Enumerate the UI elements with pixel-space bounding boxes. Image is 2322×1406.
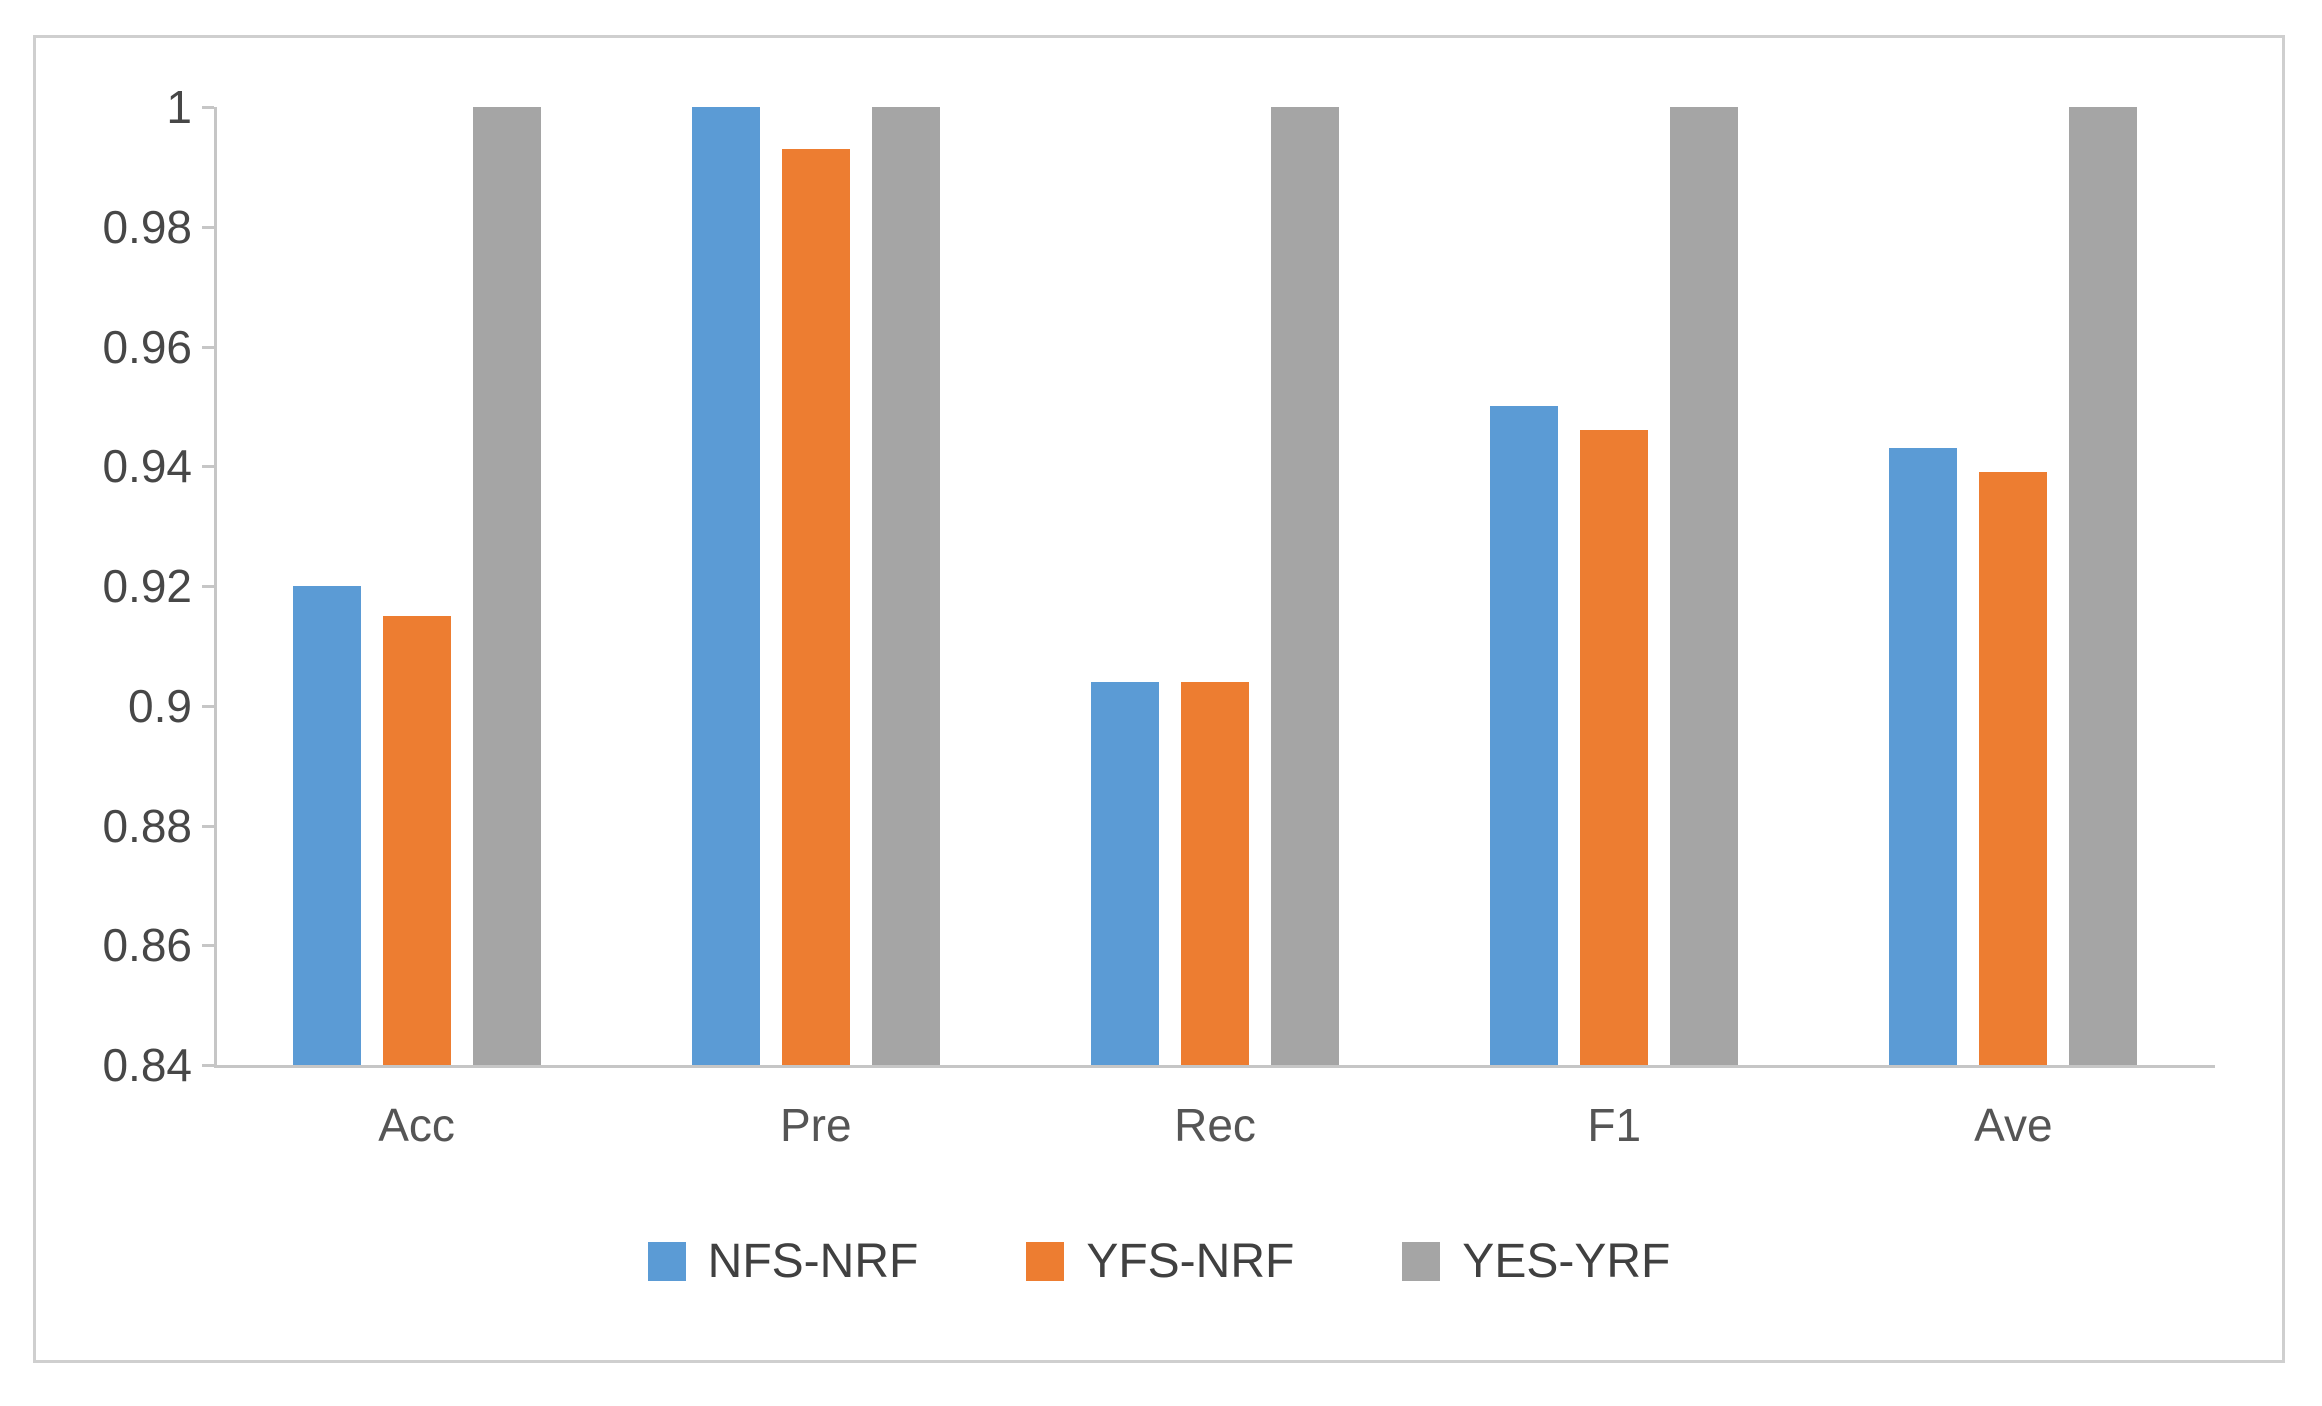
legend-item: NFS-NRF xyxy=(647,1234,919,1289)
y-axis-tick xyxy=(202,465,214,469)
y-axis-tick-label: 0.88 xyxy=(102,799,192,852)
y-axis-tick-label: 0.96 xyxy=(102,320,192,373)
legend-swatch xyxy=(1402,1242,1441,1281)
plot-area: 1 0.98 0.96 0.94 0.92 0.9 0.88 0.86 0.84 xyxy=(102,84,2215,1088)
y-axis-tick-label: 0.9 xyxy=(128,679,192,732)
legend-label: YES-YRF xyxy=(1462,1235,1671,1288)
legend-label: YFS-NRF xyxy=(1086,1235,1295,1288)
legend-label: NFS-NRF xyxy=(707,1235,919,1288)
chart-frame: 1 0.98 0.96 0.94 0.92 0.9 0.88 0.86 0.84 Acc Pre R… xyxy=(33,35,2285,1363)
y-axis-tick-label: 0.94 xyxy=(102,440,192,493)
bar-nfs-nrf-pre xyxy=(691,107,760,1065)
bar-yes-yrf-rec xyxy=(1271,107,1339,1065)
bar-yfs-nrf-pre xyxy=(781,148,850,1065)
x-axis-category-label: Acc xyxy=(378,1099,455,1151)
legend-swatch xyxy=(647,1242,686,1281)
x-axis-category-label: F1 xyxy=(1587,1099,1642,1151)
x-axis-line xyxy=(214,1065,2215,1068)
bar-yfs-nrf-rec xyxy=(1181,681,1249,1065)
x-axis-category-label: Ave xyxy=(1974,1099,2053,1151)
x-axis-category-label: Pre xyxy=(780,1099,852,1151)
y-axis-tick-label: 0.86 xyxy=(102,919,192,972)
bar-yfs-nrf-ave xyxy=(1979,472,2048,1065)
bar-yfs-nrf-acc xyxy=(382,615,451,1065)
bar-nfs-nrf-rec xyxy=(1091,681,1159,1065)
bar-nfs-nrf-ave xyxy=(1889,448,1958,1065)
y-axis-tick-label: 0.84 xyxy=(102,1039,192,1091)
y-axis-tick xyxy=(202,1064,214,1067)
y-axis-tick xyxy=(202,944,214,948)
legend-swatch xyxy=(1026,1242,1065,1281)
y-axis-tick xyxy=(202,106,214,109)
y-axis-tick-label: 0.92 xyxy=(102,560,192,612)
legend: NFS-NRF YFS-NRF YES-YRF xyxy=(36,1234,2282,1289)
bar-nfs-nrf-f1 xyxy=(1490,406,1559,1065)
bar-nfs-nrf-acc xyxy=(292,586,361,1065)
bar-yfs-nrf-f1 xyxy=(1580,430,1649,1065)
legend-item: YES-YRF xyxy=(1402,1234,1670,1289)
y-axis-tick xyxy=(202,585,214,588)
y-axis-tick xyxy=(202,704,214,708)
bar-yes-yrf-ave xyxy=(2069,107,2138,1065)
legend-item: YFS-NRF xyxy=(1026,1234,1294,1289)
bar-yes-yrf-pre xyxy=(871,107,940,1065)
y-axis-tick xyxy=(202,824,214,828)
y-axis-tick xyxy=(202,225,214,229)
y-axis-tick-label: 0.98 xyxy=(102,200,192,253)
y-axis-tick xyxy=(202,345,214,349)
y-axis-tick-label: 1 xyxy=(166,81,192,133)
y-axis-line xyxy=(214,107,217,1065)
bar-yes-yrf-acc xyxy=(472,107,541,1065)
bar-yes-yrf-f1 xyxy=(1670,107,1739,1065)
x-axis-category-label: Rec xyxy=(1174,1099,1256,1151)
